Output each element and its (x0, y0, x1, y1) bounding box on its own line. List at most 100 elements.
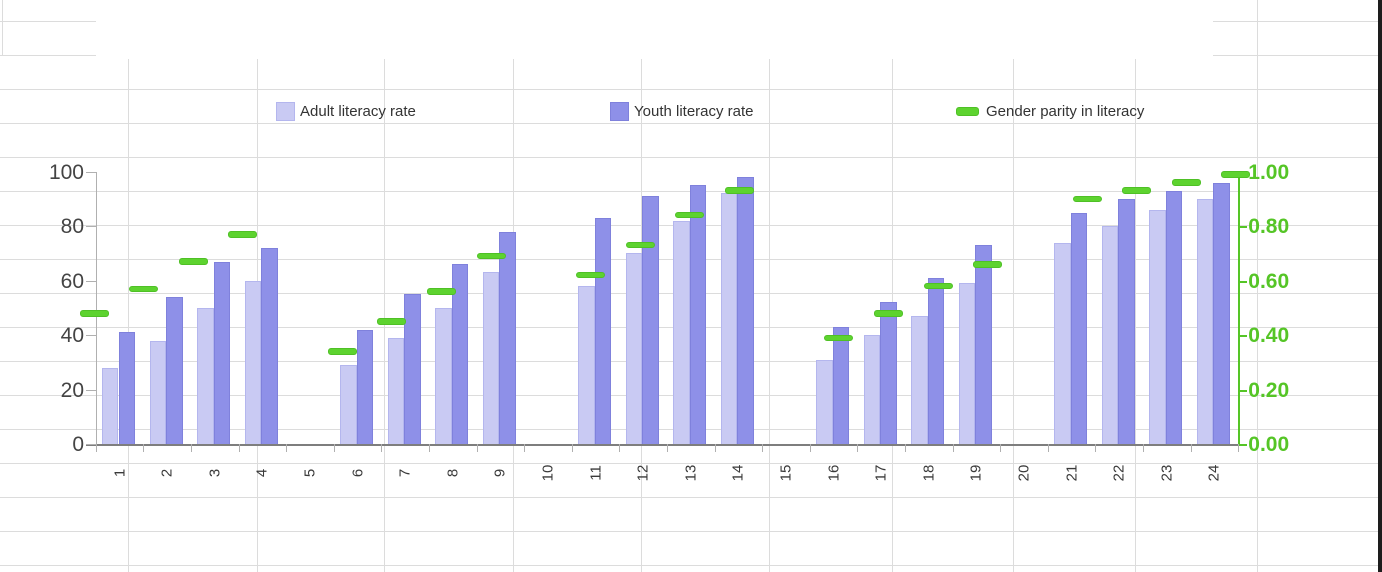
x-category-label: 24 (1205, 464, 1223, 482)
right-axis-tick-label: 0.40 (1248, 324, 1290, 348)
bar-youth-19 (975, 245, 993, 445)
x-category-label: 6 (349, 468, 367, 478)
right-axis-tick (1238, 226, 1248, 229)
x-category-label: 14 (729, 464, 747, 482)
bar-youth-17 (880, 302, 897, 445)
x-category-label: 11 (587, 465, 605, 481)
right-axis-tick (1238, 280, 1248, 283)
bar-adult-12 (625, 253, 643, 445)
parity-dash-17 (873, 310, 903, 317)
left-axis-tick-label: 40 (60, 324, 84, 348)
right-axis-tick (1238, 335, 1248, 338)
parity-series-swatch (956, 106, 979, 116)
left-axis-tick (86, 444, 96, 446)
x-axis-tick (667, 444, 668, 453)
bar-youth-22 (1118, 198, 1135, 445)
bar-youth-18 (927, 277, 945, 445)
x-category-label: 15 (777, 464, 795, 482)
left-axis-tick-label: 100 (48, 160, 84, 184)
x-axis-tick (1143, 444, 1145, 453)
right-axis-tick (1238, 389, 1248, 392)
parity-dash-23 (1171, 179, 1201, 186)
x-category-label: 12 (634, 464, 652, 482)
bar-adult-8 (435, 307, 452, 445)
left-axis-tick (86, 280, 96, 282)
x-axis-tick (952, 444, 954, 453)
x-axis-tick (809, 444, 811, 453)
x-axis-tick (190, 444, 192, 453)
bar-youth-14 (737, 177, 754, 445)
parity-dash-21 (1072, 195, 1102, 203)
left-axis-tick (86, 171, 96, 173)
parity-dash-13 (675, 211, 705, 219)
x-category-label: 9 (491, 468, 509, 478)
grid-row-line (0, 463, 1378, 464)
grid-column-line (1135, 59, 1136, 572)
bar-youth-13 (689, 185, 707, 445)
left-axis-tick-label: 80 (60, 215, 84, 239)
x-category-label: 13 (682, 464, 700, 482)
parity-dash-8 (427, 288, 457, 295)
x-axis-tick (1190, 444, 1192, 453)
bar-adult-6 (339, 365, 357, 445)
bar-adult-22 (1101, 226, 1119, 445)
bar-youth-4 (261, 247, 278, 445)
grid-column-line (384, 59, 385, 572)
parity-dash-11 (576, 271, 605, 279)
right-axis-tick-label: 1.00 (1248, 160, 1290, 184)
grid-row-line (0, 21, 96, 22)
x-category-label: 5 (301, 468, 319, 478)
grid-row-line (0, 89, 1378, 90)
bar-youth-11 (594, 217, 612, 445)
adult-series-swatch (276, 101, 295, 121)
grid-column-line (1013, 59, 1015, 572)
grid-row-line (0, 191, 1378, 192)
x-category-label: 2 (158, 468, 176, 478)
x-category-label: 8 (444, 468, 462, 478)
legend-item-adult: Adult literacy rate (276, 98, 416, 124)
x-axis-tick (333, 444, 335, 453)
grid-row-line (0, 565, 1378, 566)
right-axis-tick-label: 0.20 (1248, 378, 1290, 402)
x-axis-tick (1095, 444, 1097, 453)
bar-youth-21 (1070, 212, 1088, 445)
grid-row-line (0, 497, 1378, 498)
right-axis-tick-label: 0.60 (1248, 269, 1290, 293)
x-category-label: 21 (1063, 464, 1081, 482)
x-axis-tick (381, 444, 383, 453)
parity-dash-1 (79, 310, 109, 317)
x-axis-tick (571, 444, 573, 453)
left-axis-tick-label: 0 (72, 433, 84, 457)
left-axis-tick (86, 335, 96, 337)
bar-youth-16 (832, 327, 850, 445)
right-axis-tick (1238, 444, 1248, 447)
bar-adult-1 (101, 367, 119, 445)
grid-row-line (0, 157, 1378, 158)
parity-dash-12 (625, 241, 655, 249)
right-axis-tick-label: 0.00 (1248, 433, 1290, 457)
x-category-label: 22 (1110, 464, 1128, 482)
parity-dash-2 (129, 285, 159, 293)
parity-dash-7 (377, 318, 407, 325)
x-axis-line (86, 444, 1239, 447)
grid-row-line (0, 531, 1378, 532)
x-category-label: 16 (825, 464, 843, 482)
x-axis-tick (476, 444, 478, 453)
x-category-label: 18 (920, 464, 938, 482)
x-category-label: 3 (206, 468, 224, 478)
bar-youth-2 (166, 297, 183, 445)
bar-youth-9 (499, 231, 516, 445)
left-axis-tick (86, 389, 96, 391)
right-axis-tick-label: 0.80 (1248, 215, 1290, 239)
x-axis-tick (428, 444, 430, 453)
x-category-label: 10 (539, 464, 557, 482)
grid-column-line (1256, 0, 1258, 572)
grid-column-line (769, 59, 771, 572)
legend-label-parity: Gender parity in literacy (986, 102, 1145, 120)
youth-series-swatch (610, 101, 629, 121)
window-right-border (1378, 0, 1382, 572)
legend-item-parity: Gender parity in literacy (956, 98, 1144, 124)
bar-adult-9 (482, 272, 500, 445)
bar-adult-7 (387, 337, 405, 445)
